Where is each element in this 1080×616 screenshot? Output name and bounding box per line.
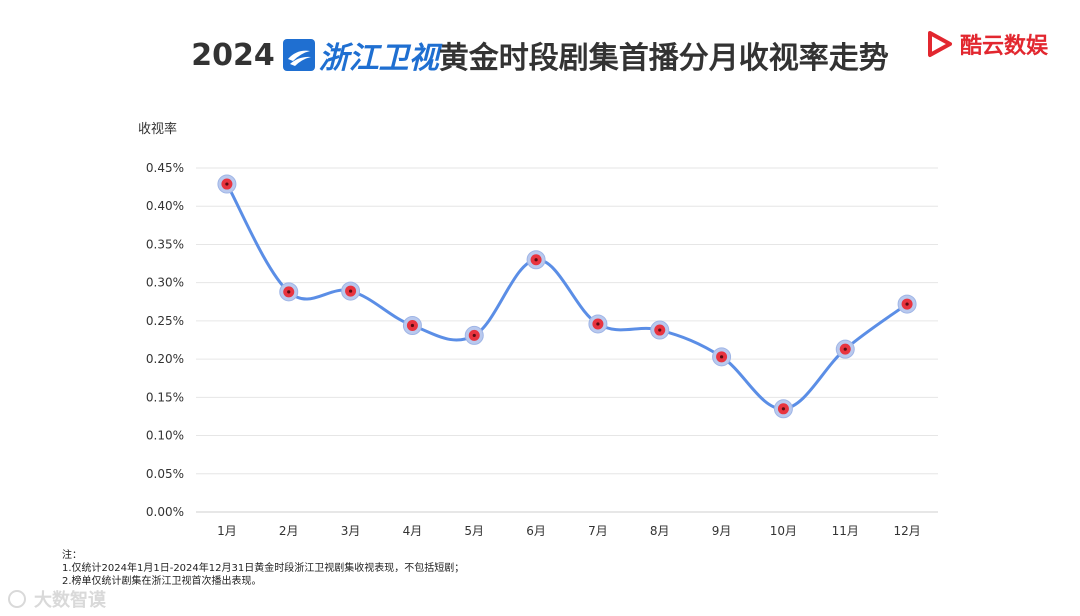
y-tick-label: 0.25% (146, 314, 184, 328)
series-line (225, 183, 908, 411)
title-year: 2024 (191, 37, 275, 73)
y-tick-label: 0.35% (146, 237, 184, 251)
y-tick-label: 0.45% (146, 161, 184, 175)
notes-line-2: 2.榜单仅统计剧集在浙江卫视首次播出表现。 (62, 576, 262, 587)
x-tick-label: 7月 (588, 524, 608, 538)
footnotes: 注： 1.仅统计2024年1月1日-2024年12月31日黄金时段浙江卫视剧集收… (62, 549, 464, 588)
y-tick-label: 0.40% (146, 199, 184, 213)
brand-logo: 酷云数娱 (926, 28, 1048, 60)
data-point-center (781, 407, 786, 411)
y-tick-label: 0.20% (146, 352, 184, 366)
x-tick-label: 11月 (832, 524, 859, 538)
data-point-center (225, 182, 229, 186)
y-axis-label: 收视率 (138, 121, 177, 137)
zhejiang-tv-logo-icon (282, 39, 315, 71)
x-tick-label: 5月 (464, 524, 484, 538)
brand-name: 酷云数娱 (959, 34, 1048, 59)
watermark-text: 大数智谟 (34, 590, 106, 611)
data-point-center (843, 347, 847, 351)
x-tick-label: 6月 (526, 524, 546, 538)
x-tick-label: 3月 (341, 524, 361, 538)
x-tick-label: 2月 (279, 524, 299, 538)
y-tick-label: 0.05% (146, 467, 184, 481)
x-tick-label: 1月 (217, 524, 237, 538)
notes-line-1: 1.仅统计2024年1月1日-2024年12月31日黄金时段浙江卫视剧集收视表现… (62, 563, 465, 574)
data-point-center (534, 258, 538, 262)
brand-play-icon (927, 31, 952, 57)
x-tick-label: 9月 (712, 524, 732, 538)
y-tick-label: 0.30% (146, 276, 184, 290)
data-point-center (905, 302, 909, 306)
y-tick-label: 0.10% (146, 429, 184, 443)
chart-title: 2024 浙江卫视 黄金时段剧集首播分月收视率走势 (0, 30, 1080, 80)
title-text: 黄金时段剧集首播分月收视率走势 (438, 41, 889, 76)
title-channel: 浙江卫视 (318, 41, 439, 76)
x-tick-label: 4月 (403, 524, 423, 538)
data-point-center (348, 289, 353, 293)
y-tick-label: 0.00% (146, 505, 184, 519)
data-point-center (410, 323, 415, 328)
notes-head: 注： (62, 550, 82, 561)
data-point-center (658, 328, 662, 332)
x-tick-label: 12月 (893, 524, 920, 538)
data-point-center (719, 355, 724, 359)
data-point-center (596, 322, 600, 326)
data-point-center (472, 333, 476, 338)
watermark: 大数智谟 (8, 586, 106, 612)
data-point-center (287, 290, 291, 294)
x-tick-label: 10月 (770, 524, 797, 538)
y-tick-label: 0.15% (146, 390, 184, 404)
x-tick-label: 8月 (650, 524, 670, 538)
watermark-icon (8, 590, 26, 608)
